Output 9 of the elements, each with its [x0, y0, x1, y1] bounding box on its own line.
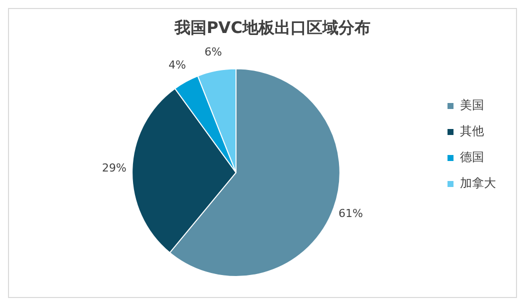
legend-label: 德国 — [460, 150, 484, 164]
legend-label: 加拿大 — [460, 176, 496, 190]
data-label: 29% — [102, 162, 126, 175]
chart-title: 我国PVC地板出口区域分布 — [174, 18, 370, 37]
data-label: 6% — [204, 46, 222, 59]
data-label: 4% — [168, 58, 186, 72]
legend-label: 美国 — [460, 98, 484, 112]
data-label: 61% — [338, 206, 363, 220]
legend-label: 其他 — [460, 124, 484, 138]
